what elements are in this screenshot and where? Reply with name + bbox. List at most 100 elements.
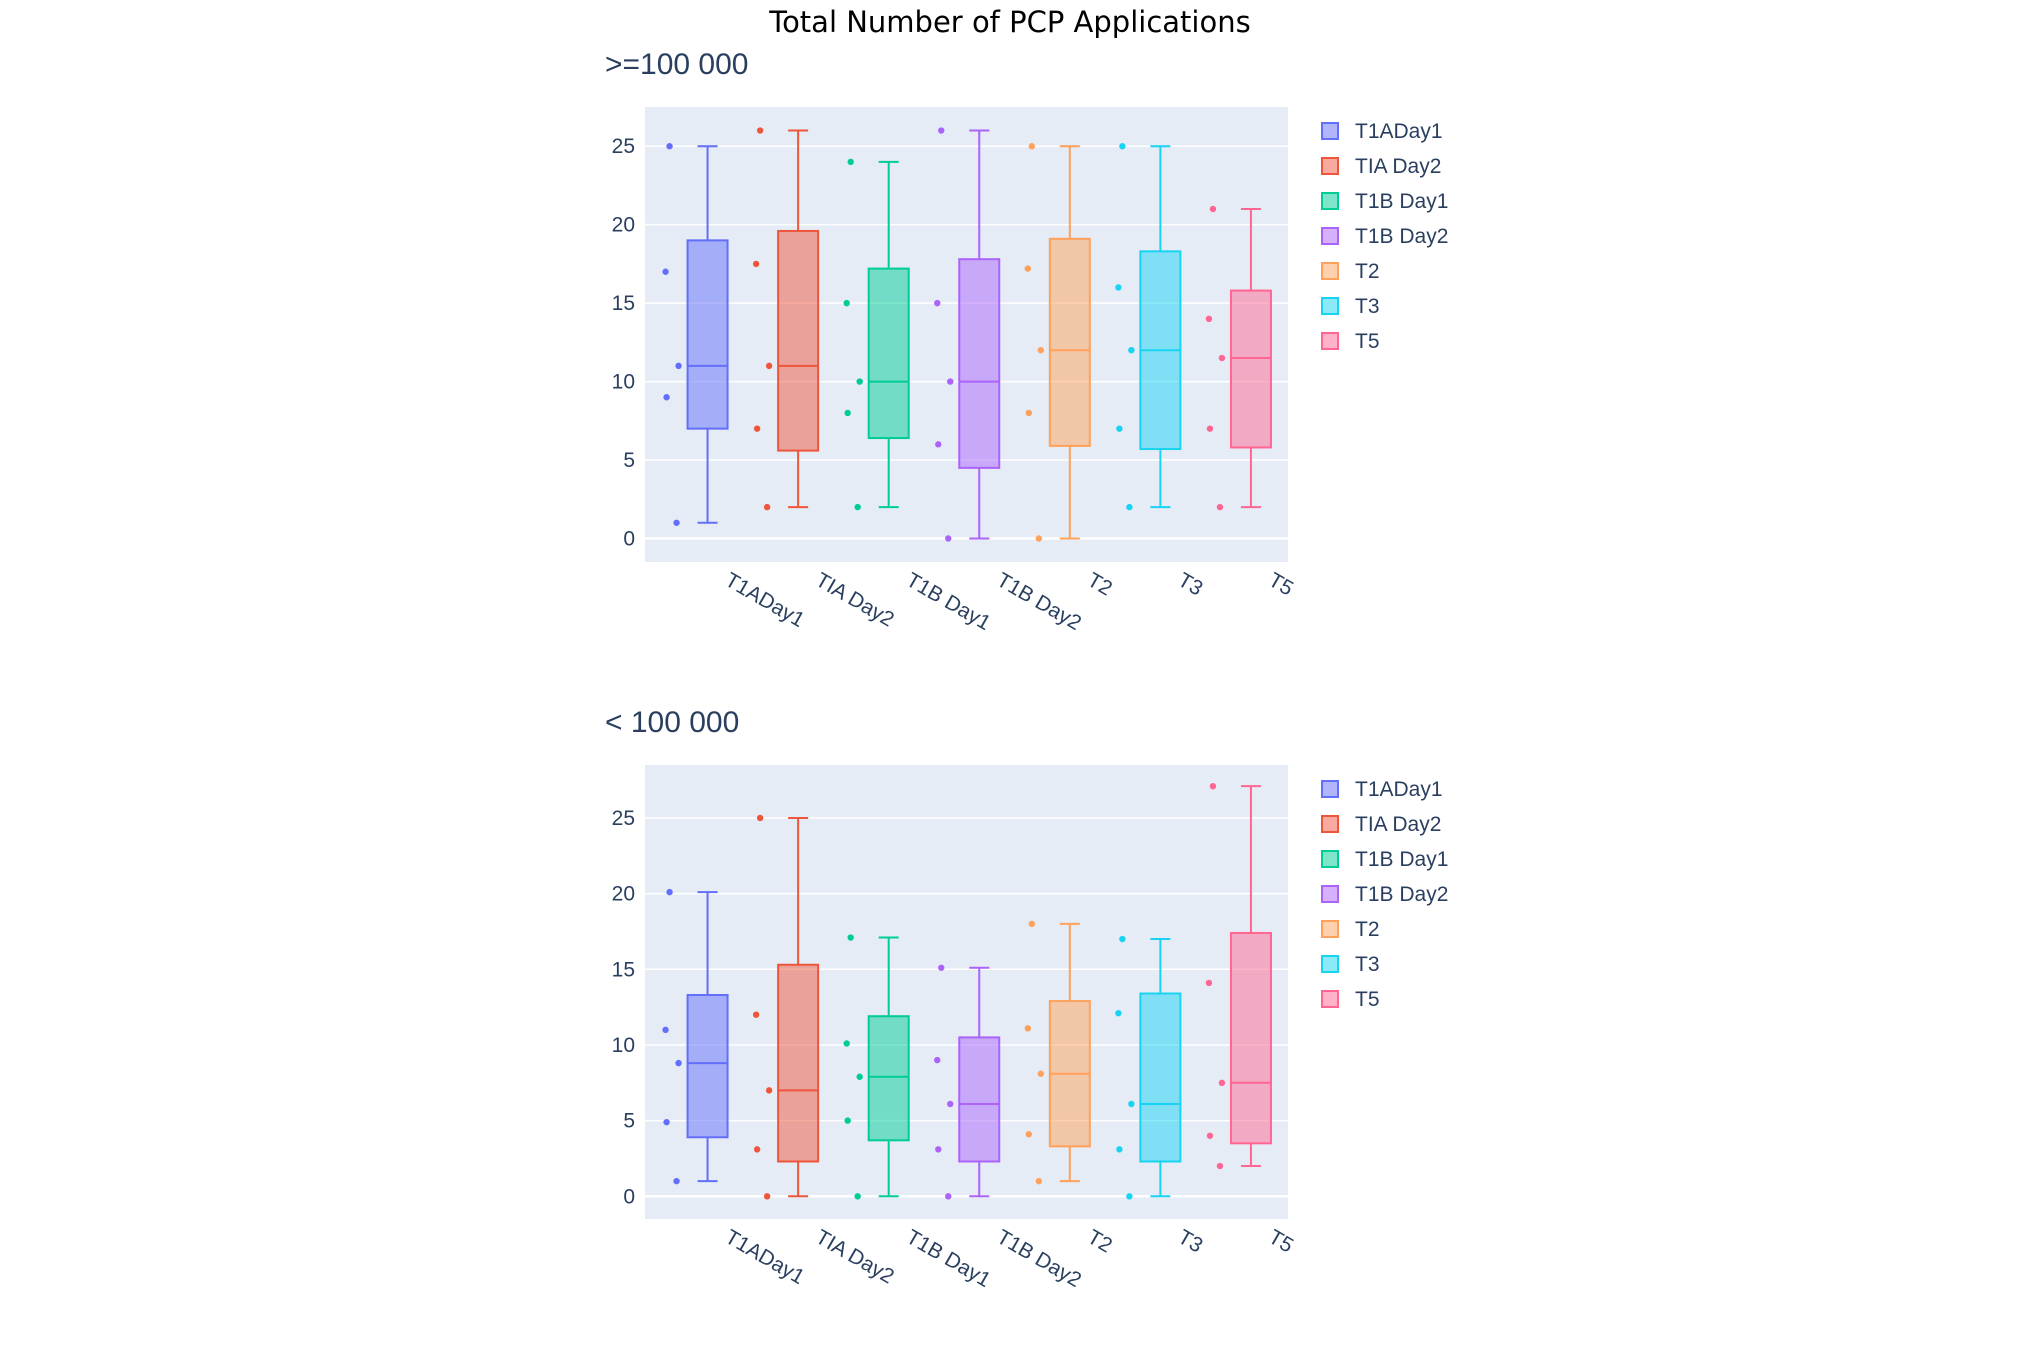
- data-point[interactable]: [935, 1146, 942, 1153]
- data-point[interactable]: [1115, 1009, 1122, 1017]
- data-point[interactable]: [935, 441, 942, 448]
- data-point[interactable]: [666, 888, 673, 896]
- data-point[interactable]: [854, 503, 861, 511]
- legend-item-t2[interactable]: T2: [1321, 918, 1380, 941]
- data-point[interactable]: [856, 378, 863, 385]
- box-iqr[interactable]: [867, 1015, 910, 1142]
- legend-item-t1b-day2[interactable]: T1B Day2: [1321, 225, 1448, 248]
- legend-item-t1aday1[interactable]: T1ADay1: [1321, 778, 1443, 801]
- data-point[interactable]: [1028, 143, 1036, 150]
- data-point[interactable]: [945, 535, 952, 542]
- legend-item-t3[interactable]: T3: [1321, 295, 1380, 318]
- data-point[interactable]: [1218, 354, 1226, 362]
- data-point[interactable]: [847, 158, 854, 166]
- data-point[interactable]: [1205, 315, 1213, 323]
- data-point[interactable]: [1025, 409, 1033, 417]
- data-point[interactable]: [673, 1177, 680, 1185]
- data-point[interactable]: [753, 1146, 761, 1153]
- box-iqr[interactable]: [867, 267, 910, 440]
- data-point[interactable]: [938, 964, 945, 971]
- data-point[interactable]: [938, 127, 945, 134]
- data-point[interactable]: [763, 1193, 771, 1200]
- data-point[interactable]: [1126, 503, 1133, 511]
- box-iqr[interactable]: [686, 994, 729, 1139]
- data-point[interactable]: [662, 268, 669, 275]
- data-point[interactable]: [752, 260, 760, 268]
- data-point[interactable]: [1209, 782, 1217, 790]
- legend-item-tia-day2[interactable]: TIA Day2: [1321, 813, 1441, 836]
- box-iqr[interactable]: [958, 258, 1001, 469]
- data-point[interactable]: [663, 394, 670, 401]
- data-point[interactable]: [947, 378, 954, 385]
- data-point[interactable]: [945, 1193, 952, 1200]
- data-point[interactable]: [675, 362, 682, 370]
- data-point[interactable]: [934, 1056, 941, 1064]
- data-point[interactable]: [854, 1193, 861, 1200]
- data-point[interactable]: [763, 503, 771, 511]
- data-point[interactable]: [1115, 284, 1122, 291]
- legend-item-t1b-day1[interactable]: T1B Day1: [1321, 848, 1448, 871]
- data-point[interactable]: [1206, 425, 1214, 432]
- data-point[interactable]: [844, 409, 851, 417]
- data-point[interactable]: [1035, 535, 1043, 542]
- data-point[interactable]: [1037, 346, 1045, 354]
- legend-item-t3[interactable]: T3: [1321, 953, 1380, 976]
- legend-label: T5: [1355, 330, 1380, 353]
- data-point[interactable]: [1128, 346, 1135, 354]
- data-point[interactable]: [663, 1118, 670, 1126]
- box-iqr[interactable]: [958, 1036, 1001, 1163]
- box-iqr[interactable]: [777, 229, 820, 452]
- data-point[interactable]: [1205, 979, 1213, 987]
- data-point[interactable]: [1119, 935, 1126, 943]
- data-point[interactable]: [1216, 503, 1224, 511]
- legend-item-t5[interactable]: T5: [1321, 330, 1380, 353]
- data-point[interactable]: [843, 299, 850, 307]
- legend-label: TIA Day2: [1355, 813, 1441, 836]
- data-point[interactable]: [947, 1100, 954, 1108]
- data-point[interactable]: [847, 934, 854, 941]
- data-point[interactable]: [1119, 143, 1126, 150]
- data-point[interactable]: [662, 1026, 669, 1034]
- data-point[interactable]: [765, 1087, 773, 1094]
- data-point[interactable]: [1025, 1131, 1033, 1138]
- data-point[interactable]: [1035, 1177, 1043, 1185]
- data-point[interactable]: [673, 519, 680, 526]
- data-point[interactable]: [1116, 425, 1123, 432]
- data-point[interactable]: [1209, 205, 1217, 213]
- legend-item-t2[interactable]: T2: [1321, 260, 1380, 283]
- x-tick-label: T1B Day1: [902, 1225, 994, 1292]
- data-point[interactable]: [934, 299, 941, 307]
- box-iqr[interactable]: [1139, 992, 1182, 1163]
- data-point[interactable]: [753, 425, 761, 432]
- legend-swatch: [1321, 227, 1339, 245]
- legend-item-t1aday1[interactable]: T1ADay1: [1321, 120, 1443, 143]
- data-point[interactable]: [1206, 1132, 1214, 1139]
- data-point[interactable]: [844, 1117, 851, 1124]
- data-point[interactable]: [856, 1073, 863, 1080]
- data-point[interactable]: [843, 1040, 850, 1047]
- data-point[interactable]: [756, 127, 764, 134]
- data-point[interactable]: [1116, 1146, 1123, 1153]
- legend-item-t5[interactable]: T5: [1321, 988, 1380, 1011]
- data-point[interactable]: [1024, 265, 1032, 272]
- box-iqr[interactable]: [1229, 289, 1272, 449]
- data-point[interactable]: [756, 814, 764, 822]
- data-point[interactable]: [1037, 1070, 1045, 1077]
- data-point[interactable]: [1218, 1079, 1226, 1087]
- data-point[interactable]: [675, 1059, 682, 1067]
- data-point[interactable]: [765, 362, 773, 370]
- data-point[interactable]: [752, 1011, 760, 1018]
- data-point[interactable]: [1216, 1162, 1224, 1170]
- data-point[interactable]: [1024, 1025, 1032, 1032]
- data-point[interactable]: [666, 143, 673, 150]
- box-iqr[interactable]: [686, 239, 729, 430]
- data-point[interactable]: [1126, 1193, 1133, 1200]
- data-point[interactable]: [1028, 920, 1036, 928]
- legend-item-t1b-day1[interactable]: T1B Day1: [1321, 190, 1448, 213]
- data-point[interactable]: [1128, 1100, 1135, 1108]
- legend-item-tia-day2[interactable]: TIA Day2: [1321, 155, 1441, 178]
- box-iqr[interactable]: [1048, 237, 1091, 447]
- legend-item-t1b-day2[interactable]: T1B Day2: [1321, 883, 1448, 906]
- box-iqr[interactable]: [1229, 931, 1272, 1145]
- box-iqr[interactable]: [777, 963, 820, 1163]
